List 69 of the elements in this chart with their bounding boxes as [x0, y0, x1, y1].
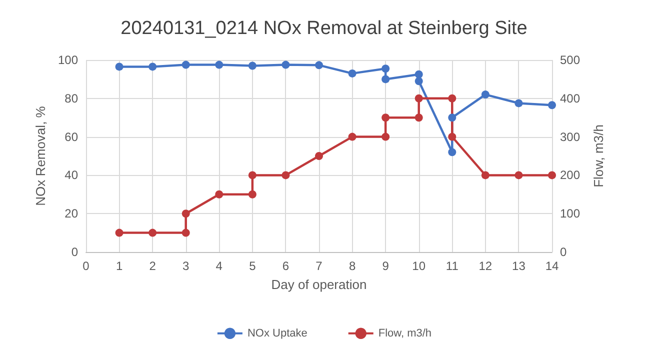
point [282, 60, 290, 69]
point [115, 62, 124, 71]
x-tick-label: 10 [412, 259, 426, 273]
x-tick-label: 2 [149, 259, 156, 273]
x-tick-label: 7 [316, 259, 323, 273]
x-tick-label: 9 [382, 259, 390, 273]
y2-axis-title: Flow, m3/h [591, 124, 606, 188]
point [548, 171, 556, 180]
x-tick-label: 6 [282, 259, 290, 273]
point [514, 99, 523, 108]
chart-title: 20240131_0214 NOx Removal at Steinberg Site [120, 18, 528, 39]
point [182, 60, 190, 69]
y-tick-label: 20 [64, 206, 78, 221]
point [348, 132, 356, 141]
x-tick-label: 4 [216, 259, 223, 273]
y2-tick-label: 100 [560, 206, 580, 221]
point [448, 132, 456, 141]
y-tick-label: 100 [58, 53, 78, 67]
point [414, 114, 423, 122]
point [248, 171, 256, 180]
point [548, 101, 556, 110]
point [514, 171, 523, 180]
y-tick-label: 80 [64, 91, 78, 106]
point [215, 60, 224, 69]
y-tick-label: 40 [64, 168, 78, 182]
point [182, 228, 190, 237]
point [248, 62, 256, 70]
point [315, 61, 323, 70]
x-tick-label: 5 [249, 259, 256, 273]
x-tick-label: 14 [545, 259, 559, 273]
y-axis-title: NOx Removal, % [33, 106, 48, 206]
point [481, 90, 490, 99]
point [115, 228, 124, 237]
point [382, 64, 390, 73]
point [215, 190, 224, 198]
x-tick-label: 1 [116, 259, 123, 273]
x-tick-label: 13 [512, 259, 526, 273]
x-tick-label: 12 [478, 259, 492, 273]
legend-label: Flow, m3/h [378, 327, 432, 340]
point [414, 77, 423, 86]
y2-tick-label: 500 [560, 53, 580, 67]
y2-tick-label: 400 [560, 91, 580, 106]
x-axis-title: Day of operation [271, 277, 367, 292]
point [382, 114, 390, 122]
point [481, 171, 490, 180]
x-tick-label: 0 [82, 259, 90, 273]
y-tick-label: 60 [64, 130, 78, 144]
point [448, 94, 456, 102]
point [248, 190, 256, 198]
x-tick-label: 8 [348, 259, 356, 273]
x-tick-label: 3 [182, 259, 190, 273]
y2-tick-label: 0 [560, 245, 567, 259]
point [148, 228, 157, 237]
point [382, 75, 390, 84]
y2-tick-label: 300 [560, 130, 580, 144]
point [182, 210, 190, 218]
legend-label: NOx Uptake [247, 327, 308, 340]
point [315, 152, 323, 160]
point [414, 94, 423, 102]
point [382, 132, 390, 141]
point [414, 70, 423, 78]
y-tick-label: 0 [71, 245, 78, 259]
point [448, 114, 456, 122]
point [148, 62, 157, 71]
y2-tick-label: 200 [560, 168, 580, 182]
point [448, 148, 456, 156]
point [282, 171, 290, 180]
point [348, 69, 356, 78]
x-tick-label: 11 [446, 259, 459, 273]
